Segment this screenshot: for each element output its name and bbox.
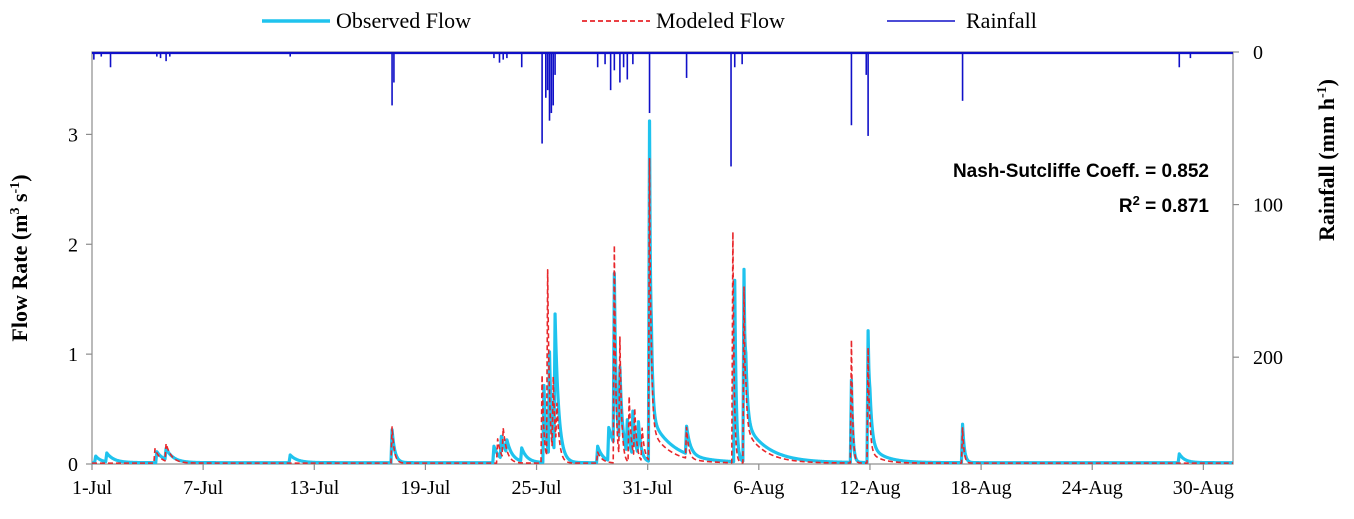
x-tick-label: 25-Jul [512,477,562,499]
y2-axis-title: Rainfall (mm h-1) [1314,79,1339,241]
x-tick-label: 6-Aug [733,477,784,499]
x-tick-label: 24-Aug [1062,477,1123,499]
x-tick-label: 31-Jul [623,477,673,499]
y-axis-title: Flow Rate (m3 s-1) [7,174,32,341]
r-squared-annotation: R2 = 0.871 [1119,193,1210,217]
nash-sutcliffe-annotation: Nash-Sutcliffe Coeff. = 0.852 [953,161,1209,182]
legend: Observed Flow Modeled Flow Rainfall [262,8,1037,33]
legend-label-rainfall: Rainfall [966,8,1037,33]
x-tick-label: 19-Jul [400,477,450,499]
legend-label-observed-flow: Observed Flow [336,8,471,33]
plot-frame [91,51,1234,465]
x-tick-label: 12-Aug [839,477,900,499]
fit-statistics: Nash-Sutcliffe Coeff. = 0.852 R2 = 0.871 [953,161,1209,217]
y-tick-label: 2 [68,234,78,256]
y2-tick-label: 200 [1253,347,1283,369]
plot-area [91,51,1234,465]
legend-label-modeled-flow: Modeled Flow [656,8,785,33]
y2-tick-label: 0 [1253,42,1263,64]
x-tick-label: 18-Aug [951,477,1012,499]
axes: 1-Jul 7-Jul 13-Jul 19-Jul 25-Jul 31-Jul 6-Aug 1… [68,42,1283,499]
y-tick-label: 3 [68,124,78,146]
modeled-flow-line [91,157,1234,464]
flow-series-group [90,119,1235,465]
x-tick-label: 13-Jul [289,477,339,499]
x-tick-label: 1-Jul [72,477,112,499]
y2-tick-label: 100 [1253,195,1283,217]
y-tick-label: 0 [68,454,78,476]
rainfall-series [92,51,1233,167]
x-tick-label: 7-Jul [183,477,223,499]
x-tick-label: 30-Aug [1173,477,1234,499]
y-tick-label: 1 [68,344,78,366]
